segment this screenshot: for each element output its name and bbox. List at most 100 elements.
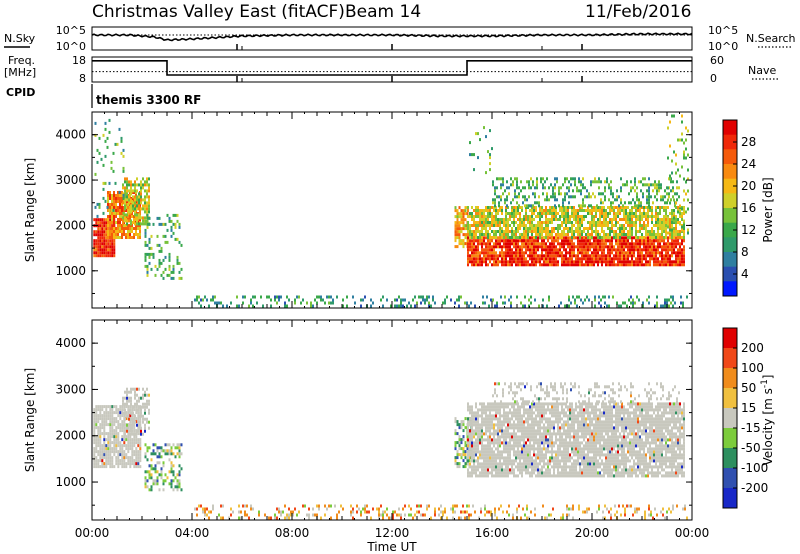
heatmap-cell (119, 209, 121, 212)
heatmap-cell (543, 221, 545, 224)
heatmap-cell (675, 221, 677, 224)
heatmap-cell (491, 206, 493, 209)
heatmap-cell (95, 251, 98, 255)
heatmap-cell (497, 411, 499, 415)
heatmap-cell (458, 295, 460, 299)
heatmap-cell (130, 219, 132, 223)
heatmap-cell (456, 230, 459, 234)
heatmap-cell (681, 138, 683, 142)
heatmap-cell (332, 298, 334, 302)
heatmap-cell (622, 204, 624, 208)
heatmap-cell (174, 225, 177, 229)
heatmap-cell (137, 450, 140, 454)
heatmap-cell (196, 295, 198, 299)
heatmap-cell (610, 204, 612, 208)
heatmap-cell (553, 263, 555, 267)
heatmap-cell (107, 221, 109, 224)
heatmap-cell (487, 426, 489, 430)
heatmap-cell (493, 417, 495, 421)
heatmap-cell (111, 462, 114, 466)
heatmap-cell (115, 411, 118, 415)
heatmap-cell (545, 218, 547, 221)
heatmap-cell (99, 423, 102, 427)
heatmap-cell (493, 209, 495, 212)
heatmap-cell (609, 218, 611, 221)
heatmap-cell (507, 453, 509, 457)
heatmap-cell (475, 245, 477, 249)
heatmap-cell (123, 459, 126, 463)
heatmap-cell (113, 444, 116, 448)
heatmap-cell (583, 254, 585, 258)
heatmap-cell (593, 260, 595, 264)
heatmap-cell (583, 209, 585, 212)
heatmap-cell (129, 224, 131, 227)
heatmap-cell (101, 248, 104, 252)
heatmap-cell (495, 218, 497, 221)
heatmap-cell (568, 186, 570, 190)
heatmap-cell (665, 218, 667, 221)
heatmap-cell (422, 295, 424, 299)
heatmap-cell (481, 435, 483, 439)
heatmap-cell (178, 482, 181, 486)
heatmap-cell (669, 263, 671, 267)
heatmap-cell (631, 242, 633, 246)
heatmap-cell (513, 405, 515, 409)
heatmap-cell (661, 227, 663, 230)
heatmap-cell (467, 230, 469, 233)
heatmap-cell (679, 248, 681, 252)
heatmap-cell (113, 465, 116, 469)
heatmap-cell (115, 206, 117, 209)
heatmap-cell (495, 254, 497, 258)
heatmap-cell (686, 295, 688, 299)
heatmap-cell (672, 195, 674, 199)
heatmap-cell (625, 215, 627, 218)
heatmap-cell (514, 177, 516, 181)
heatmap-cell (503, 414, 505, 418)
heatmap-cell (519, 227, 521, 230)
heatmap-cell (675, 218, 677, 221)
heatmap-cell (489, 257, 491, 261)
heatmap-cell (454, 227, 457, 231)
heatmap-cell (545, 245, 547, 249)
heatmap-cell (166, 240, 169, 244)
heatmap-cell (144, 455, 147, 459)
heatmap-cell (625, 221, 627, 224)
heatmap-cell (533, 224, 535, 227)
heatmap-cell (495, 224, 497, 227)
heatmap-cell (664, 201, 666, 205)
heatmap-cell (609, 227, 611, 230)
heatmap-cell (577, 254, 579, 258)
heatmap-cell (486, 295, 488, 299)
heatmap-cell (118, 190, 121, 194)
heatmap-cell (527, 402, 529, 406)
heatmap-cell (504, 198, 506, 202)
heatmap-cell (539, 212, 541, 215)
heatmap-cell (477, 462, 479, 466)
heatmap-cell (471, 447, 473, 451)
heatmap-cell (390, 304, 392, 308)
heatmap-cell (124, 213, 126, 217)
heatmap-cell (160, 261, 163, 265)
heatmap-cell (627, 206, 629, 209)
heatmap-cell (491, 230, 493, 233)
heatmap-cell (571, 260, 573, 264)
heatmap-cell (499, 456, 501, 460)
heatmap-cell (469, 420, 471, 424)
heatmap-cell (561, 239, 563, 243)
heatmap-cell (483, 432, 485, 436)
heatmap-cell (135, 447, 138, 451)
heatmap-cell (148, 177, 150, 181)
heatmap-cell (135, 233, 137, 236)
heatmap-cell (95, 254, 98, 258)
heatmap-cell (458, 423, 461, 427)
heatmap-cell (603, 218, 605, 221)
heatmap-cell (547, 230, 549, 233)
heatmap-cell (497, 471, 499, 475)
heatmap-cell (99, 453, 102, 457)
heatmap-cell (571, 206, 573, 209)
heatmap-cell (140, 195, 142, 199)
heatmap-cell (635, 218, 637, 221)
heatmap-cell (590, 183, 592, 187)
heatmap-cell (113, 411, 116, 415)
